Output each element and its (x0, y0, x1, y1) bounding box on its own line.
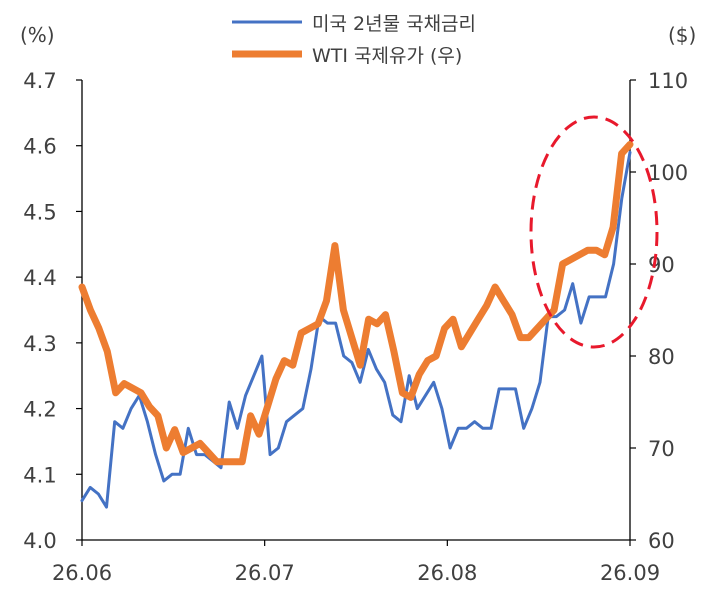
left-tick-label: 4.3 (23, 332, 56, 356)
x-axis-ticks: 26.06 26.07 26.08 26.09 (52, 540, 660, 585)
x-tick-label: 26.06 (52, 561, 112, 585)
highlight-ellipse (529, 115, 659, 349)
left-axis-unit-label: (%) (20, 23, 55, 47)
legend-label-wti: WTI 국제유가 (우) (312, 45, 462, 67)
legend: 미국 2년물 국채금리 WTI 국제유가 (우) (232, 13, 476, 67)
x-tick-label: 26.08 (417, 561, 477, 585)
left-tick-label: 4.4 (23, 266, 56, 290)
right-tick-label: 90 (648, 253, 675, 277)
right-tick-label: 80 (648, 345, 675, 369)
right-tick-label: 70 (648, 437, 675, 461)
series-layer (78, 140, 634, 509)
series-line-wti (78, 140, 634, 466)
right-tick-label: 110 (648, 69, 688, 93)
left-tick-label: 4.5 (23, 200, 56, 224)
right-axis-ticks: 60 70 80 90 100 110 (630, 69, 688, 553)
left-tick-label: 4.6 (23, 135, 56, 159)
legend-label-rate: 미국 2년물 국채금리 (312, 13, 476, 35)
right-tick-label: 60 (648, 529, 675, 553)
series-line-rate (80, 150, 632, 509)
left-axis-ticks: 4.0 4.1 4.2 4.3 4.4 4.5 4.6 4.7 (23, 69, 82, 553)
left-tick-label: 4.2 (23, 398, 56, 422)
x-tick-label: 26.07 (235, 561, 295, 585)
left-tick-label: 4.1 (23, 463, 56, 487)
right-axis-unit-label: ($) (668, 23, 696, 47)
left-tick-label: 4.7 (23, 69, 56, 93)
right-tick-label: 100 (648, 161, 688, 185)
left-tick-label: 4.0 (23, 529, 56, 553)
x-tick-label: 26.09 (600, 561, 660, 585)
